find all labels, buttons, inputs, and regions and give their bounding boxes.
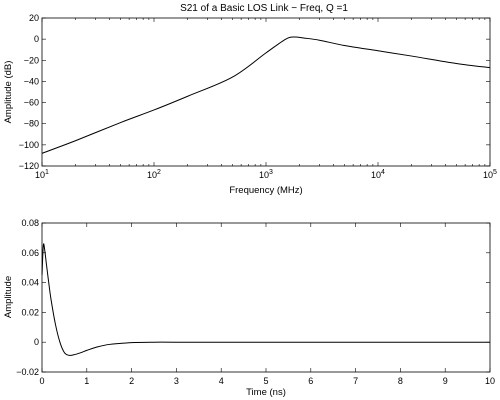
y-tick-label: −0.02	[16, 367, 39, 377]
x-axis-ticks: 101 102 103 104 105	[35, 18, 497, 180]
x-tick-label: 0	[39, 376, 44, 386]
x-tick-label: 101	[35, 169, 49, 180]
x-tick-label: 105	[483, 169, 497, 180]
y-tick-label: −120	[19, 161, 39, 171]
y-tick-label: 0.04	[21, 278, 39, 288]
impulse-response-chart: 0 1 2 3 4 5 6 7 8 9 10 0.080.060.040.020−0.02 Time…	[3, 218, 495, 398]
x-axis-ticks: 0 1 2 3 4 5 6 7 8 9 10	[39, 223, 495, 386]
y-tick-label: 0.02	[21, 307, 39, 317]
y-tick-label: −60	[24, 98, 39, 108]
x-tick-label: 7	[353, 376, 358, 386]
x-tick-label: 4	[219, 376, 224, 386]
y-tick-label: 0	[34, 34, 39, 44]
series-line-s21	[41, 36, 491, 154]
plot-frame	[41, 17, 491, 167]
frequency-response-chart: S21 of a Basic LOS Link − Freq, Q =1 101…	[3, 3, 497, 196]
x-tick-label: 103	[259, 169, 273, 180]
x-tick-label: 10	[485, 376, 495, 386]
y-axis-ticks: 20 0 −20 −40 −60 −80 −100 −120	[19, 13, 490, 171]
y-tick-label: 0.08	[21, 218, 39, 228]
y-axis-label: Amplitude	[3, 276, 14, 318]
x-tick-label: 6	[308, 376, 313, 386]
plot-frame	[41, 222, 491, 373]
x-tick-label: 2	[129, 376, 134, 386]
x-tick-label: 5	[263, 376, 268, 386]
y-axis-label: Amplitude (dB)	[3, 61, 14, 124]
y-tick-label: −40	[24, 76, 39, 86]
y-tick-label: 20	[29, 13, 39, 23]
x-tick-label: 104	[371, 169, 385, 180]
x-tick-label: 9	[443, 376, 448, 386]
x-axis-label: Time (ns)	[246, 387, 286, 398]
x-tick-label: 1	[84, 376, 89, 386]
y-tick-label: −20	[24, 55, 39, 65]
y-tick-label: 0.06	[21, 248, 39, 258]
x-tick-label: 3	[174, 376, 179, 386]
x-axis-label: Frequency (MHz)	[229, 185, 302, 196]
x-tick-label: 102	[147, 169, 161, 180]
y-tick-label: −100	[19, 140, 39, 150]
series-line-impulse	[41, 243, 490, 356]
y-tick-label: −80	[24, 119, 39, 129]
y-axis-ticks: 0.08 0.06 0.04 0.02 0 −0.02	[16, 218, 490, 377]
chart-title: S21 of a Basic LOS Link − Freq, Q =1	[180, 3, 348, 14]
x-tick-label: 8	[398, 376, 403, 386]
y-tick-label: 0	[34, 337, 39, 347]
